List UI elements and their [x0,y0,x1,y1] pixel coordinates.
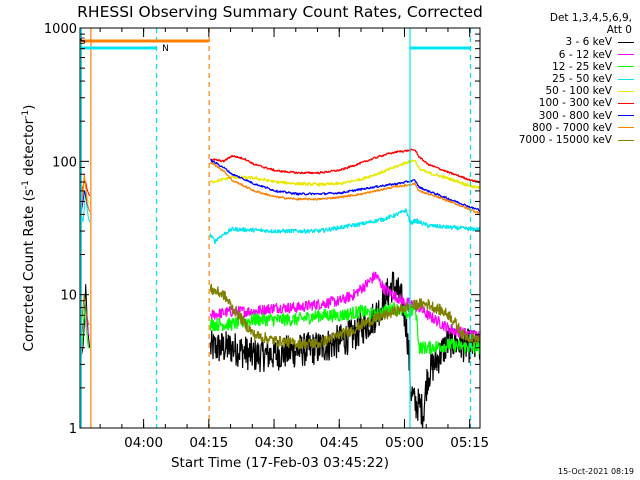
y-tick-label: 100 [52,155,77,170]
x-tick-label: 04:45 [320,435,359,451]
chart-axes-layer: 1 10 100 1000 04:00 04:15 04:30 04:45 05:00 05:15 [44,22,489,451]
chart-flags-layer: SN [80,28,472,428]
chart-title: RHESSI Observing Summary Count Rates, Co… [77,3,483,21]
x-tick-label: 04:30 [255,435,294,451]
y-tick-label: 1 [69,422,77,437]
flag-label: S [80,37,86,47]
series-line [209,271,481,429]
legend-label: 100 - 300 keV [538,97,612,110]
x-tick-label: 04:15 [189,435,228,451]
chart-legend: Det 1,3,4,5,6,9, Att 0 3 - 6 keV 6 - 12 k… [478,12,634,146]
legend-swatch [618,115,634,117]
legend-swatch [618,54,634,56]
legend-entry: 12 - 25 keV [478,61,634,73]
legend-entry: 50 - 100 keV [478,85,634,97]
series-line [209,159,481,190]
y-axis-label-part: detector [21,118,37,180]
legend-entry: 25 - 50 keV [478,73,634,85]
series-line [209,283,481,350]
legend-entry: 300 - 800 keV [478,110,634,122]
legend-swatch [618,103,634,105]
y-axis-label: Corrected Count Rate (s-1 detector-1) [21,105,37,352]
legend-entries: 3 - 6 keV 6 - 12 keV 12 - 25 keV 25 - 50 ke… [478,36,634,146]
chart-data-layer [80,148,481,429]
x-tick-label: 05:15 [450,435,489,451]
legend-entry: 7000 - 15000 keV [478,134,634,146]
x-tick-label: 04:00 [124,435,163,451]
legend-swatch [618,66,634,68]
series-line [209,271,481,341]
legend-swatch [618,42,634,43]
legend-label: 12 - 25 keV [552,60,612,73]
legend-label: 300 - 800 keV [538,109,612,122]
x-tick-label: 05:00 [385,435,424,451]
y-axis-label-part: ) [21,105,37,110]
legend-swatch [618,90,634,92]
legend-entry: 6 - 12 keV [478,49,634,61]
y-tick-label: 1000 [44,22,77,37]
legend-entry: 100 - 300 keV [478,97,634,109]
series-line [209,148,481,184]
legend-label: 25 - 50 keV [552,73,612,86]
legend-swatch [618,78,634,80]
legend-label: 50 - 100 keV [545,85,612,98]
series-line [209,208,481,245]
legend-entry: 3 - 6 keV [478,36,634,48]
legend-label: 3 - 6 keV [565,36,612,49]
legend-swatch [618,127,634,129]
flag-label: N [162,44,169,54]
series-line [209,161,481,214]
series-line [210,158,481,212]
legend-label: 800 - 7000 keV [532,121,612,134]
x-axis-label: Start Time (17-Feb-03 03:45:22) [171,455,389,471]
legend-header-attenuator: Att 0 [606,24,632,37]
legend-header-detectors: Det 1,3,4,5,6,9, [549,12,632,24]
legend-label: 7000 - 15000 keV [518,134,612,147]
plot-frame [79,27,481,429]
y-axis-label-part: Corrected Count Rate (s [21,189,37,351]
y-axis-label-superscript: -1 [21,110,31,119]
y-axis-label-superscript: -1 [21,180,31,189]
generation-timestamp: 15-Oct-2021 08:19 [558,467,634,476]
y-tick-label: 10 [60,289,77,304]
legend-entry: 800 - 7000 keV [478,122,634,134]
series-line [209,300,481,355]
legend-label: 6 - 12 keV [558,48,612,61]
legend-swatch [618,139,634,141]
